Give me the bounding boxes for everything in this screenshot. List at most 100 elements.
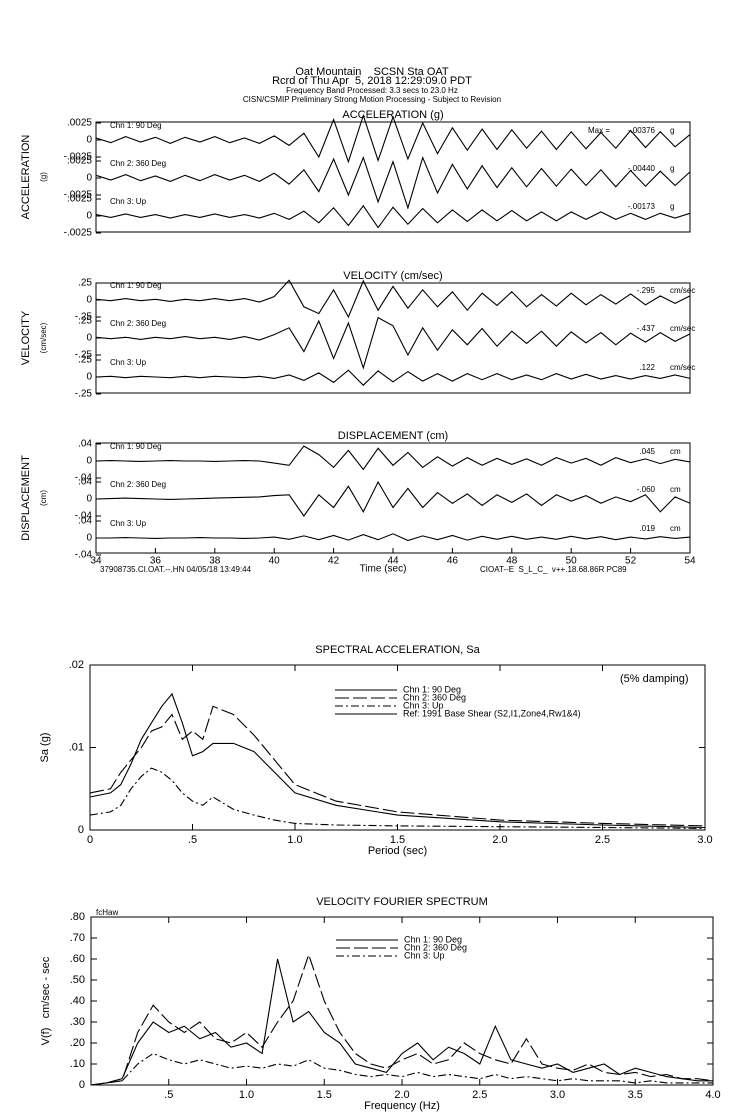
y-tick-label: .30 <box>70 1016 85 1028</box>
y-tick-label: .0025 <box>67 194 92 205</box>
y-tick-label: .40 <box>70 995 85 1007</box>
x-tick-label: 34 <box>90 556 102 567</box>
y-tick-label: .0025 <box>67 118 92 129</box>
trace <box>95 204 691 229</box>
chart-title: SPECTRAL ACCELERATION, Sa <box>315 644 480 656</box>
x-axis-label: Frequency (Hz) <box>364 1100 440 1112</box>
y-tick-label: .02 <box>69 659 84 671</box>
peak-unit: g <box>670 126 674 135</box>
peak-label: .045 <box>639 447 655 456</box>
y-tick-label: -.25 <box>75 350 93 361</box>
x-tick-label: 42 <box>328 556 340 567</box>
x-tick-label: 36 <box>150 556 162 567</box>
channel-name: Chn 2: 360 Deg <box>110 159 166 168</box>
x-tick-label: 44 <box>387 556 399 567</box>
x-tick-label: 2.0 <box>394 1089 409 1101</box>
x-tick-label: 2.0 <box>492 834 507 846</box>
y-tick-label: 0 <box>86 135 92 146</box>
x-tick-label: 46 <box>447 556 459 567</box>
x-tick-label: 2.5 <box>595 834 610 846</box>
x-tick-label: 3.5 <box>628 1089 643 1101</box>
y-tick-label: 0 <box>86 372 92 383</box>
y-axis-unit: (cm) <box>39 490 48 506</box>
x-tick-label: 3.0 <box>550 1089 565 1101</box>
y-tick-label: .04 <box>78 516 92 527</box>
legend-label: Chn 2: 360 Deg <box>403 692 466 702</box>
x-tick-label: 54 <box>684 556 696 567</box>
peak-unit: g <box>670 202 674 211</box>
x-axis-label: Time (sec) <box>360 564 407 575</box>
header-line: Frequency Band Processed: 3.3 secs to 23… <box>286 86 458 95</box>
y-tick-label: 0 <box>79 1079 85 1091</box>
x-tick-label: 40 <box>269 556 281 567</box>
series-line <box>90 953 714 1086</box>
peak-unit: cm/sec <box>670 363 695 372</box>
x-tick-label: 50 <box>566 556 578 567</box>
peak-unit: cm <box>670 447 681 456</box>
x-tick-label: 48 <box>506 556 518 567</box>
x-tick-label: 1.5 <box>317 1089 332 1101</box>
y-tick-label: .10 <box>70 1058 85 1070</box>
header-line: CISN/CSMIP Preliminary Strong Motion Pro… <box>243 95 501 104</box>
trace <box>96 533 691 542</box>
peak-label: -.00440 <box>628 164 656 173</box>
legend-label: Chn 3: Up <box>404 950 445 960</box>
y-axis-label: VELOCITY <box>20 310 32 365</box>
y-tick-label: -.04 <box>75 473 93 484</box>
channel-name: Chn 3: Up <box>110 519 147 528</box>
x-tick-label: .5 <box>164 1089 173 1101</box>
trace <box>95 369 691 386</box>
y-tick-label: .25 <box>78 316 92 327</box>
y-axis-unit: (cm/sec) <box>39 322 48 353</box>
header-line: Oat Mountain SCSN Sta OAT <box>295 66 449 78</box>
channel-name: Chn 3: Up <box>110 358 147 367</box>
panel-title: ACCELERATION (g) <box>342 109 443 121</box>
trace <box>95 445 691 471</box>
trace <box>95 279 691 319</box>
channel-name: Chn 1: 90 Deg <box>110 281 162 290</box>
peak-unit: cm <box>670 524 681 533</box>
peak-label: -.437 <box>637 324 656 333</box>
y-tick-label: -.0025 <box>64 190 93 201</box>
peak-label: -.060 <box>637 485 656 494</box>
x-tick-label: 3.0 <box>697 834 712 846</box>
legend-label: Chn 2: 360 Deg <box>404 942 467 952</box>
annotation: fcHaw <box>96 908 118 917</box>
y-axis-label: ACCELERATION <box>20 135 32 220</box>
series-line <box>89 767 706 829</box>
trace <box>95 316 691 370</box>
channel-name: Chn 3: Up <box>110 197 147 206</box>
y-tick-label: -.04 <box>75 511 93 522</box>
y-tick-label: 0 <box>86 456 92 467</box>
y-tick-label: .25 <box>78 355 92 366</box>
y-tick-label: -.0025 <box>64 228 93 239</box>
y-tick-label: 0 <box>86 295 92 306</box>
x-tick-label: 38 <box>209 556 221 567</box>
y-tick-label: 0 <box>86 333 92 344</box>
y-tick-label: .04 <box>78 439 92 450</box>
y-tick-label: -.25 <box>75 312 93 323</box>
legend-label: Ref: 1991 Base Shear (S2,I1,Zone4,Rw1&4) <box>403 708 581 718</box>
legend-label: Chn 3: Up <box>403 700 444 710</box>
y-tick-label: .80 <box>70 911 85 923</box>
x-tick-label: 0 <box>87 834 93 846</box>
series-line <box>89 705 706 827</box>
chart-title: VELOCITY FOURIER SPECTRUM <box>316 896 488 908</box>
channel-name: Chn 1: 90 Deg <box>110 442 162 451</box>
x-tick-label: .5 <box>188 834 197 846</box>
peak-unit: cm <box>670 485 681 494</box>
y-axis-label: V(f) cm/sec - sec <box>40 956 52 1045</box>
y-tick-label: .04 <box>78 477 92 488</box>
trace <box>95 480 691 517</box>
y-tick-label: 0 <box>86 173 92 184</box>
x-tick-label: 2.5 <box>472 1089 487 1101</box>
legend-label: Chn 1: 90 Deg <box>404 934 462 944</box>
y-tick-label: 0 <box>78 824 84 836</box>
channel-name: Chn 2: 360 Deg <box>110 319 166 328</box>
peak-label: -.295 <box>637 286 656 295</box>
y-tick-label: -.04 <box>75 550 93 561</box>
footer-note: 37908735.CI.OAT.--.HN 04/05/18 13:49:44 <box>100 565 252 574</box>
y-axis-unit: (g) <box>39 172 48 182</box>
trace <box>95 155 691 210</box>
